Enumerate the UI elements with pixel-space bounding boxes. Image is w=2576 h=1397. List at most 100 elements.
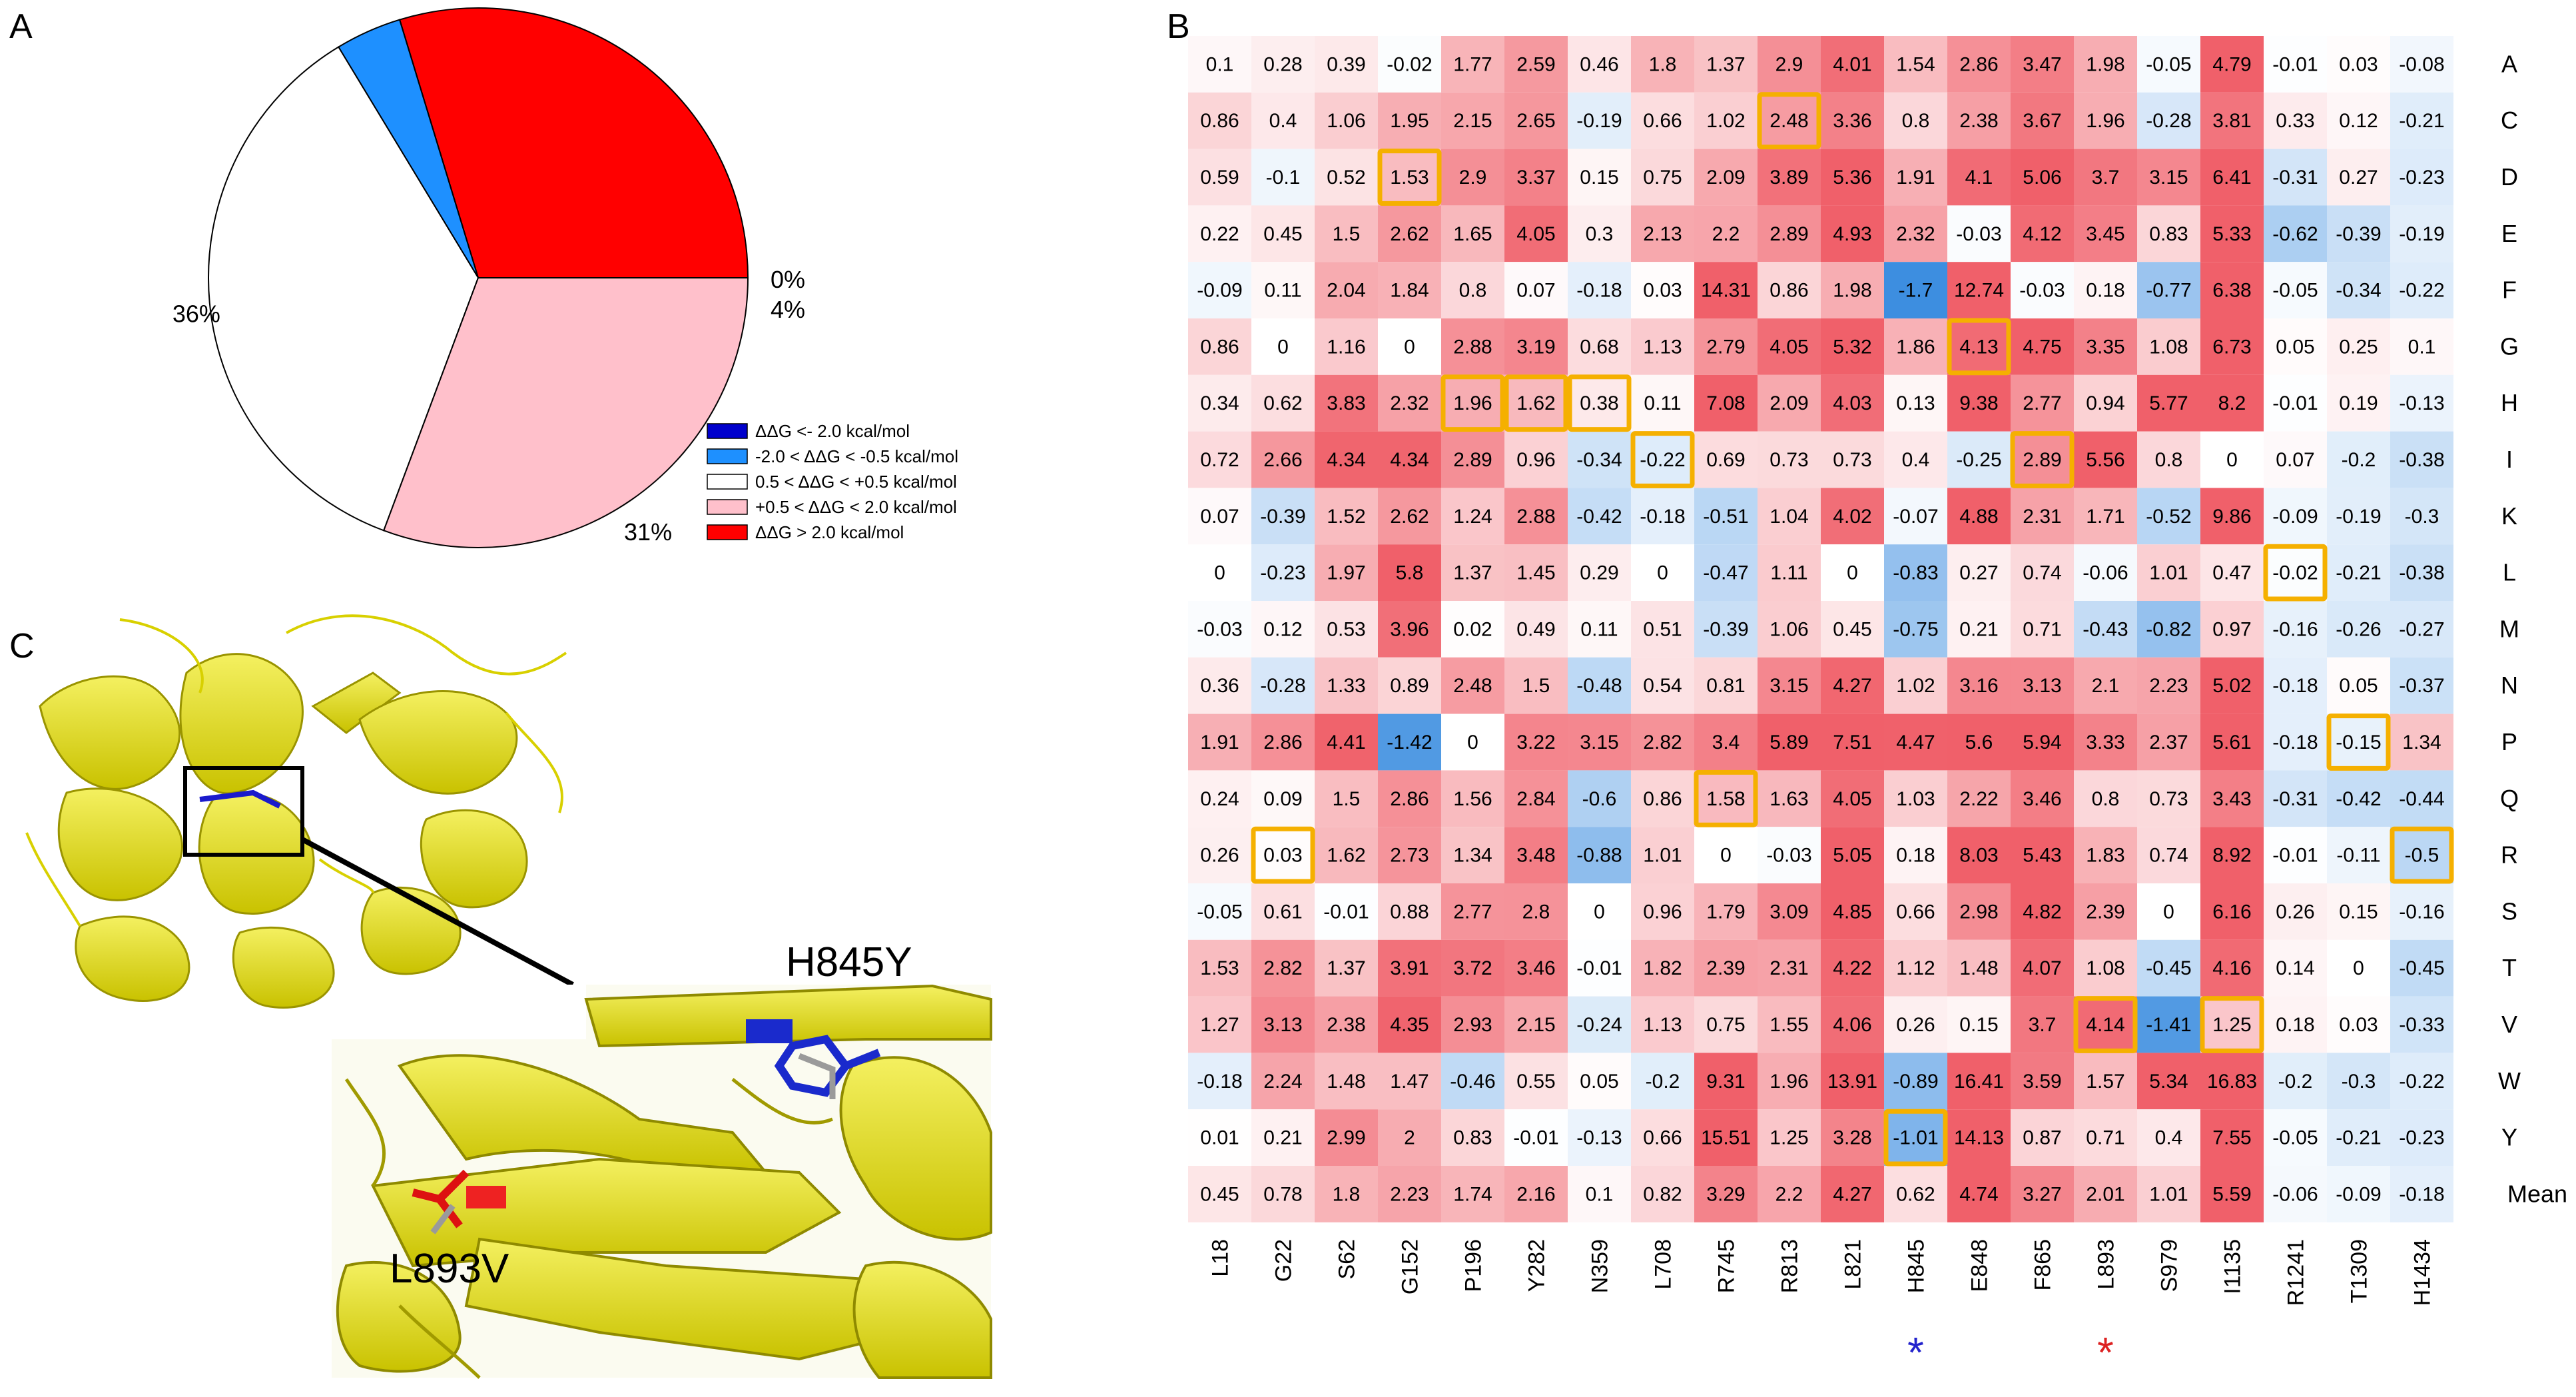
heatmap-cell (2074, 601, 2137, 658)
heatmap-cell-value: -0.2 (2278, 1071, 2313, 1093)
heatmap-cell (2200, 601, 2264, 658)
heatmap-cell-value: 4.06 (1833, 1014, 1871, 1036)
heatmap-cell-value: 1.84 (1390, 280, 1429, 302)
heatmap-cell (1947, 883, 2011, 940)
heatmap-cell (2327, 1053, 2390, 1110)
heatmap-cell (2327, 939, 2390, 997)
legend-swatch (707, 474, 748, 490)
heatmap-cell-value: 4.74 (1959, 1183, 1998, 1205)
heatmap-cell (1821, 883, 1884, 940)
heatmap-cell (1694, 36, 1758, 93)
heatmap-cell-value: 0.12 (1263, 618, 1302, 640)
heatmap-cell-value: 4.16 (2212, 957, 2251, 979)
heatmap-cell-value: 0.1 (2408, 336, 2436, 358)
heatmap-cell-value: 3.37 (1516, 167, 1555, 189)
heatmap-cell-value: 0.38 (1580, 392, 1618, 414)
heatmap-cell-value: 9.38 (1959, 392, 1998, 414)
heatmap-cell-value: 0.34 (1200, 392, 1239, 414)
heatmap-cell-value: 0.81 (1706, 675, 1745, 697)
heatmap-cell (1378, 1109, 1441, 1166)
heatmap-cell (1821, 92, 1884, 149)
heatmap-cell (1821, 374, 1884, 432)
heatmap-cell-value: 1.95 (1390, 110, 1429, 132)
heatmap-cell (1947, 262, 2011, 318)
heatmap-cell-value: 4.41 (1327, 731, 1365, 753)
heatmap-cell (1315, 601, 1378, 658)
heatmap-cell (2390, 431, 2453, 488)
heatmap-cell (1631, 657, 1694, 714)
heatmap-cell (1758, 1109, 1821, 1166)
heatmap-cell-value: 0.73 (2149, 788, 2188, 810)
heatmap-cell-value: 0.97 (2212, 618, 2251, 640)
heatmap-cell (2011, 374, 2074, 432)
heatmap-cell (1441, 996, 1504, 1053)
heatmap-cell-value: 2.82 (1643, 731, 1682, 753)
heatmap-cell-value: -0.34 (1576, 449, 1622, 471)
heatmap-cell-value: 0.25 (2339, 336, 2378, 358)
heatmap-row-label: W (2498, 1067, 2521, 1095)
heatmap-cell-value: 7.51 (1833, 731, 1871, 753)
heatmap-cell (1694, 1166, 1758, 1222)
heatmap-cell (1378, 149, 1441, 206)
heatmap-cell (2137, 149, 2200, 206)
heatmap-cell-value: 12.74 (1954, 280, 2004, 302)
heatmap-cell-value: 3.96 (1390, 618, 1429, 640)
heatmap-cell-value: 1.79 (1706, 901, 1745, 923)
heatmap-cell-value: 0.26 (1200, 845, 1239, 867)
heatmap-cell (2200, 205, 2264, 262)
heatmap-cell (1631, 713, 1694, 771)
heatmap-column-label: L821 (1841, 1239, 1866, 1290)
heatmap-cell-value: -0.42 (1576, 506, 1622, 528)
heatmap-cell (1441, 205, 1504, 262)
heatmap-cell-value: -0.38 (2399, 449, 2444, 471)
heatmap-cell-value: 1.48 (1959, 957, 1998, 979)
heatmap-cell-value: 5.34 (2149, 1071, 2188, 1093)
heatmap-cell-value: 4.01 (1833, 53, 1871, 75)
heatmap-cell-value: -0.23 (2399, 167, 2444, 189)
heatmap-row-label: V (2501, 1011, 2517, 1038)
heatmap-cell (2390, 205, 2453, 262)
heatmap-cell-value: 1.86 (1896, 336, 1935, 358)
heatmap-cell-value: 0.05 (2339, 675, 2378, 697)
heatmap-cell (2137, 601, 2200, 658)
heatmap-cell-value: 0.05 (2276, 336, 2314, 358)
heatmap-column-label: I1135 (2220, 1239, 2246, 1294)
heatmap-cell-value: 0.59 (1200, 167, 1239, 189)
heatmap-cell-value: 3.13 (1263, 1014, 1302, 1036)
heatmap-cell (1821, 996, 1884, 1053)
heatmap-cell-value: 0.86 (1200, 110, 1239, 132)
heatmap-cell-value: 0.27 (2339, 167, 2378, 189)
heatmap-cell-value: 1.58 (1706, 788, 1745, 810)
heatmap-cell (2264, 827, 2327, 883)
heatmap-cell-value: -0.26 (2336, 618, 2381, 640)
heatmap-cell-value: 0.36 (1200, 675, 1239, 697)
heatmap-cell (1188, 770, 1251, 827)
heatmap-cell-value: 0.33 (2276, 110, 2314, 132)
heatmap-row-label: N (2501, 672, 2518, 699)
heatmap-cell-value: 0.11 (1264, 280, 1301, 302)
heatmap-cell (1568, 883, 1631, 940)
protein-structure-figure: H845Y L893V (25, 614, 992, 1379)
heatmap-cell-value: 0 (1467, 731, 1478, 753)
heatmap-cell-value: 1.55 (1770, 1014, 1808, 1036)
heatmap-cell (1821, 1109, 1884, 1166)
heatmap-cell-value: 4.34 (1390, 449, 1429, 471)
heatmap-cell-value: 8.2 (2218, 392, 2246, 414)
heatmap-cell-value: -0.02 (1387, 53, 1432, 75)
heatmap-cell (1378, 657, 1441, 714)
heatmap-cell (1251, 92, 1315, 149)
heatmap-cell (2390, 374, 2453, 432)
heatmap-cell (1694, 996, 1758, 1053)
heatmap-cell-value: 5.6 (1965, 731, 1993, 753)
heatmap-cell (2200, 488, 2264, 545)
heatmap-cell (1378, 318, 1441, 375)
heatmap-cell-value: 13.91 (1827, 1071, 1877, 1093)
heatmap-cell-value: -0.52 (2146, 506, 2191, 528)
heatmap-cell (2200, 827, 2264, 883)
heatmap-cell (1568, 1053, 1631, 1110)
heatmap-cell-value: -0.05 (2272, 280, 2318, 302)
heatmap-cell (2327, 827, 2390, 883)
pie-percent-label: 4% (771, 296, 805, 323)
heatmap-cell-value: 2.24 (1263, 1071, 1302, 1093)
heatmap-cell-value: 2.31 (2023, 506, 2061, 528)
